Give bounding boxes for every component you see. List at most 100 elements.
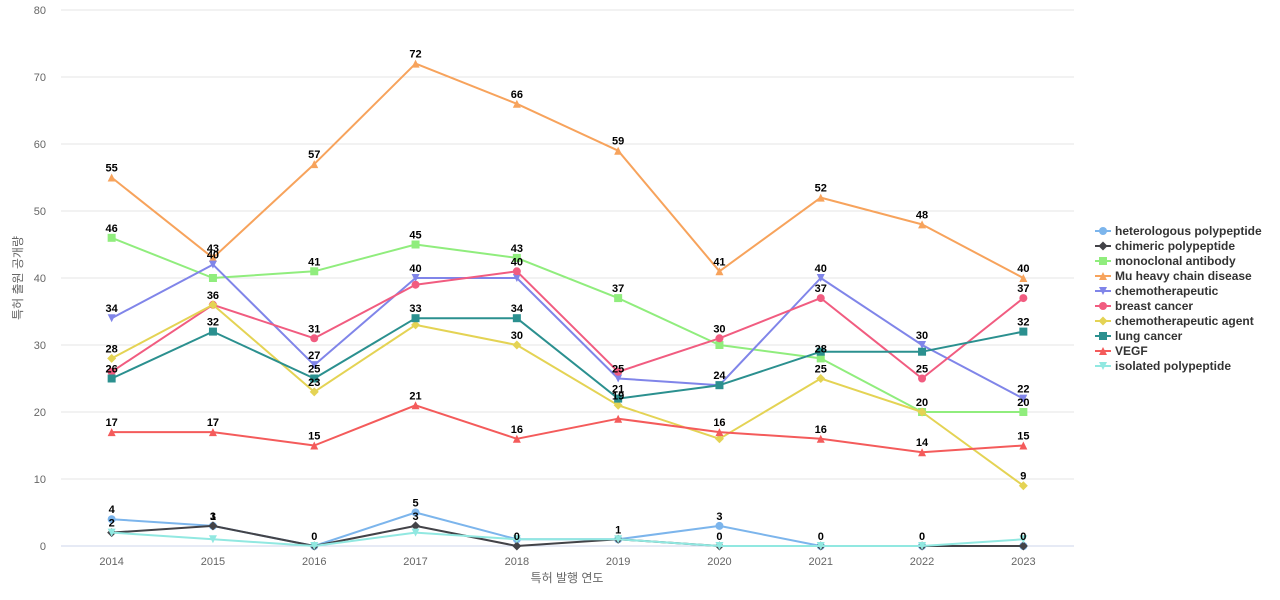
series-isolated-polypeptide: [107, 528, 1028, 550]
data-label: 3: [716, 511, 722, 523]
data-label: 43: [511, 243, 523, 255]
data-point: [1019, 394, 1028, 403]
data-point: [614, 394, 623, 403]
data-label: 0: [716, 531, 722, 543]
series-mu-heavy-chain-disease: [107, 59, 1028, 282]
data-point: [310, 361, 319, 370]
data-point: [715, 521, 724, 530]
data-point: [107, 428, 116, 437]
data-label: 19: [612, 390, 624, 402]
data-point: [1019, 327, 1028, 336]
data-point: [816, 542, 825, 550]
legend-marker: [1098, 241, 1108, 251]
data-label: 55: [106, 163, 118, 175]
data-label: 23: [308, 377, 320, 389]
data-label: 24: [713, 370, 726, 382]
data-point: [918, 542, 927, 550]
data-point: [816, 193, 825, 202]
data-point: [107, 233, 116, 242]
data-point: [107, 353, 117, 363]
y-tick-label: 40: [34, 273, 46, 285]
data-point: [310, 441, 319, 450]
data-point: [411, 401, 420, 410]
legend-item: Mu heavy chain disease: [1095, 269, 1252, 283]
x-tick-label: 2021: [809, 556, 833, 568]
data-label: 59: [612, 136, 624, 148]
data-point: [310, 334, 319, 343]
data-label: 9: [1020, 471, 1026, 483]
data-label: 16: [713, 417, 725, 429]
data-label: 32: [1017, 317, 1029, 329]
data-point: [1019, 294, 1028, 303]
data-label: 20: [916, 397, 928, 409]
data-label: 30: [713, 323, 725, 335]
series-line: [110, 317, 1025, 400]
data-label: 31: [308, 323, 320, 335]
x-tick-label: 2022: [910, 556, 934, 568]
data-point: [310, 374, 319, 383]
data-labels: 4226283446551713323640431702325273141571…: [106, 49, 1030, 543]
data-label: 0: [919, 531, 925, 543]
data-label: 32: [207, 317, 219, 329]
series-breast-cancer: [107, 267, 1028, 383]
data-point: [714, 434, 724, 444]
data-label: 43: [207, 243, 219, 255]
data-label: 2: [109, 518, 115, 530]
data-point: [918, 374, 927, 383]
data-label: 1: [615, 524, 621, 536]
series-line: [110, 531, 1025, 547]
data-point: [816, 374, 826, 383]
data-point: [715, 334, 724, 343]
y-tick-label: 10: [34, 474, 46, 486]
data-point: [918, 220, 927, 229]
series-monoclonal-antibody: [107, 233, 1028, 416]
data-point: [715, 267, 724, 276]
data-point: [309, 387, 319, 397]
data-point: [917, 407, 927, 417]
data-label: 40: [207, 250, 219, 262]
data-point: [512, 541, 522, 551]
x-tick-label: 2015: [201, 556, 225, 568]
data-label: 0: [311, 531, 317, 543]
legend-item: chemotherapeutic agent: [1095, 314, 1254, 328]
data-point: [411, 59, 420, 68]
data-point: [614, 294, 623, 303]
data-point: [107, 173, 116, 182]
data-point: [512, 274, 521, 282]
data-label: 0: [514, 531, 520, 543]
data-point: [107, 314, 116, 323]
data-point: [512, 99, 521, 108]
data-point: [816, 347, 825, 356]
data-label: 72: [409, 49, 421, 61]
data-point: [512, 340, 522, 350]
series-line: [110, 524, 1025, 547]
data-label: 25: [612, 364, 624, 376]
data-point: [613, 400, 623, 410]
data-point: [918, 341, 927, 349]
data-point: [208, 535, 217, 544]
data-point: [614, 146, 623, 155]
series-line: [110, 236, 1025, 413]
legend-item: lung cancer: [1095, 329, 1183, 343]
x-tick-label: 2023: [1011, 556, 1035, 568]
data-label: 45: [409, 230, 421, 242]
data-point: [918, 347, 927, 356]
data-point: [310, 542, 319, 550]
data-label: 37: [612, 283, 624, 295]
y-tick-label: 60: [34, 139, 46, 151]
data-point: [614, 367, 623, 376]
data-point: [208, 253, 217, 262]
y-tick-label: 70: [34, 72, 46, 84]
data-label: 21: [612, 384, 624, 396]
data-point: [512, 535, 521, 544]
series-chemotherapeutic-agent: [107, 300, 1028, 491]
data-label: 22: [1017, 384, 1029, 396]
data-point: [1019, 408, 1028, 416]
legend-item: chemotherapeutic: [1095, 284, 1219, 298]
legend-item: isolated polypeptide: [1095, 359, 1231, 373]
y-tick-label: 50: [34, 206, 46, 218]
data-label: 0: [1020, 531, 1026, 543]
